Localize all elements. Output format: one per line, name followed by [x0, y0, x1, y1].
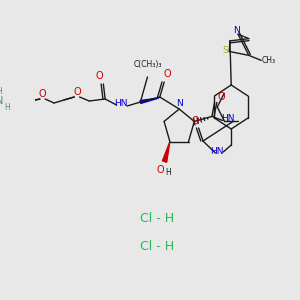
Text: Cl - H: Cl - H — [140, 239, 174, 253]
Text: O: O — [73, 87, 81, 97]
Text: HN: HN — [221, 114, 235, 123]
Text: N: N — [233, 26, 240, 35]
Text: Cl - H: Cl - H — [140, 212, 174, 226]
Text: CH₃: CH₃ — [262, 56, 276, 65]
Text: H: H — [0, 88, 2, 97]
Polygon shape — [163, 142, 170, 162]
Text: S: S — [223, 46, 229, 55]
Text: O: O — [39, 89, 46, 99]
Text: HN: HN — [114, 98, 128, 107]
Text: O: O — [95, 71, 103, 81]
Text: HN: HN — [210, 148, 224, 157]
Text: O: O — [163, 69, 171, 79]
Polygon shape — [140, 98, 159, 104]
Text: N: N — [176, 98, 183, 107]
Text: H: H — [165, 168, 171, 177]
Text: C(CH₃)₃: C(CH₃)₃ — [133, 61, 162, 70]
Text: O: O — [218, 92, 225, 102]
Text: O: O — [156, 165, 164, 175]
Text: N: N — [0, 96, 3, 106]
Text: O: O — [191, 116, 199, 126]
Text: H: H — [4, 103, 10, 112]
